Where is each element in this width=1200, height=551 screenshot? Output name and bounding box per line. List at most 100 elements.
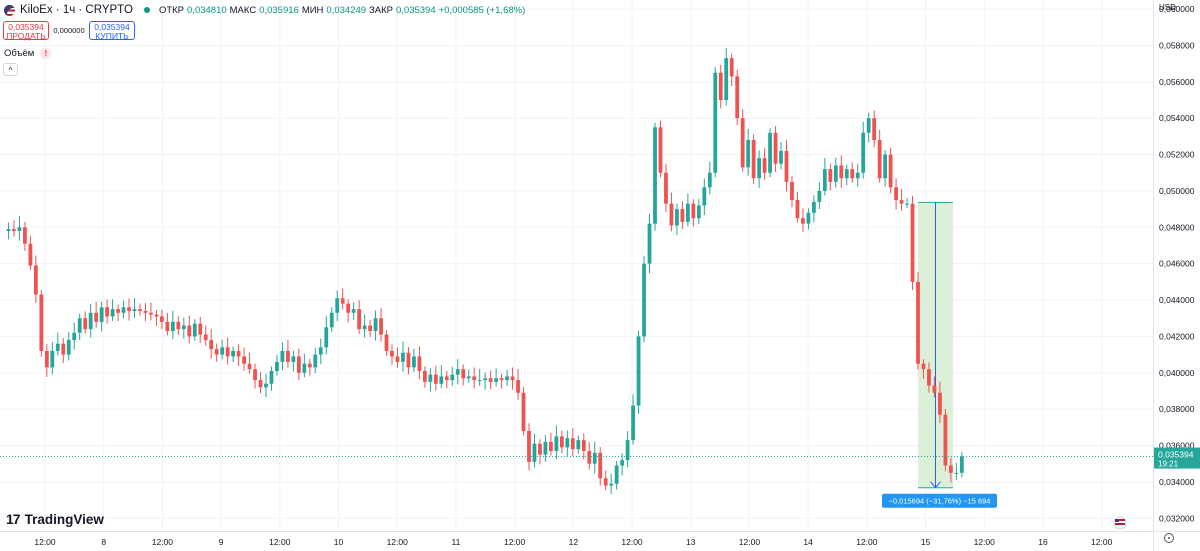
candle-body (559, 436, 564, 448)
candle-body (625, 440, 630, 461)
candle-body (165, 321, 170, 331)
price-tick-label: 0,044000 (1159, 295, 1195, 305)
candle-body (927, 369, 931, 386)
candle-body (461, 369, 466, 379)
last-price-label: 0,035394 (1158, 450, 1194, 460)
candle-body (850, 169, 855, 179)
candle-body (828, 169, 833, 182)
candle-body (154, 314, 159, 317)
buy-button[interactable]: 0,035394 КУПИТЬ (89, 21, 135, 41)
time-tick-label: 8 (101, 537, 106, 547)
buy-label: КУПИТЬ (95, 31, 129, 41)
candle-body (554, 436, 559, 451)
candle-body (236, 350, 241, 357)
collapse-legend-button[interactable]: ^ (3, 63, 18, 76)
price-tick-label: 0,046000 (1159, 259, 1195, 269)
candle-body (587, 450, 592, 464)
candle-body (746, 140, 751, 168)
candle-body (713, 72, 718, 173)
spread-value: 0,000000 (53, 26, 85, 35)
candle-body (718, 72, 723, 101)
time-tick-label: 12:00 (1091, 537, 1113, 547)
candle-body (614, 465, 619, 484)
price-tick-label: 0,056000 (1159, 77, 1195, 87)
tradingview-mark-icon: 17 (6, 511, 21, 527)
time-tick-label: 12:00 (739, 537, 761, 547)
candle-body (685, 203, 690, 222)
candle-body (516, 380, 520, 393)
chart-legend: KiloEx · 1ч · CRYPTO ОТКР 0,034810 МАКС 0,… (4, 4, 525, 16)
candle-body (291, 356, 296, 362)
sell-label: ПРОДАТЬ (6, 31, 46, 41)
price-tick-label: 0,034000 (1159, 477, 1195, 487)
candle-body (368, 325, 372, 331)
candle-body (340, 298, 345, 304)
candle-body (99, 307, 104, 322)
price-tick-label: 0,060000 (1159, 4, 1195, 14)
time-tick-label: 12:00 (974, 537, 996, 547)
candle-body (948, 465, 953, 473)
candle-body (132, 309, 137, 311)
time-tick-label: 12:00 (269, 537, 291, 547)
candle-body (181, 325, 186, 330)
currency-label[interactable]: USD (1159, 3, 1176, 12)
time-axis[interactable]: 12:00 8 12:00 9 12:00 10 12:00 11 12:00 12 12:00 13… (0, 516, 1200, 547)
candle-body (959, 456, 964, 473)
candle-body (724, 58, 729, 101)
price-tick-label: 0,038000 (1159, 404, 1195, 414)
candle-body (286, 350, 290, 362)
candle-body (55, 343, 60, 351)
candle-body (444, 376, 449, 381)
candle-body (894, 187, 898, 201)
candle-body (806, 212, 811, 224)
candle-body (324, 327, 329, 348)
candle-body (110, 309, 115, 317)
symbol-title[interactable]: KiloEx · 1ч · CRYPTO (20, 4, 133, 16)
candle-body (302, 363, 307, 373)
time-tick-label: 10 (334, 537, 344, 547)
candle-body (66, 340, 71, 355)
candle-body (532, 443, 537, 462)
candle-body (505, 376, 509, 381)
grid (0, 0, 1153, 531)
timezone-clock-icon[interactable] (1164, 533, 1174, 543)
ohlc-values: ОТКР 0,034810 МАКС 0,035916 МИН 0,034249 ЗА… (159, 5, 525, 16)
candle-body (439, 376, 444, 384)
candle-body (888, 154, 893, 188)
candle-body (801, 218, 805, 224)
candle-body (247, 363, 252, 370)
candle-body (483, 378, 488, 381)
time-tick-label: 12:00 (856, 537, 878, 547)
measure-tool[interactable]: −0,015694 (−31,76%) −15 694 (882, 201, 997, 508)
candle-body (417, 356, 422, 371)
candle-body (510, 376, 515, 381)
sell-button[interactable]: 0,035394 ПРОДАТЬ (3, 21, 49, 41)
candle-body (861, 132, 866, 173)
candle-body (33, 265, 38, 295)
candle-body (822, 169, 827, 191)
candle-body (450, 374, 455, 381)
price-tick-label: 0,052000 (1159, 150, 1195, 160)
candle-body (636, 336, 641, 406)
volume-legend[interactable]: Объём ! (4, 48, 52, 59)
tradingview-logo[interactable]: 17 TradingView (6, 511, 104, 527)
candle-body (883, 154, 888, 179)
candles (6, 48, 964, 494)
candle-body (335, 298, 340, 313)
candle-body (116, 309, 120, 313)
last-price-tag (1154, 447, 1200, 469)
candle-body (735, 76, 740, 119)
high-value: 0,035916 (259, 4, 299, 16)
candle-body (313, 354, 318, 368)
time-tick-label: 11 (452, 537, 461, 547)
candle-body (954, 472, 959, 474)
warning-icon[interactable]: ! (40, 48, 52, 59)
volume-label: Объём (4, 48, 35, 59)
close-label: ЗАКР (369, 4, 393, 16)
candle-body (675, 209, 679, 226)
close-value: 0,035394 (396, 4, 436, 16)
time-tick-label: 13 (686, 537, 696, 547)
candle-body (159, 316, 164, 322)
